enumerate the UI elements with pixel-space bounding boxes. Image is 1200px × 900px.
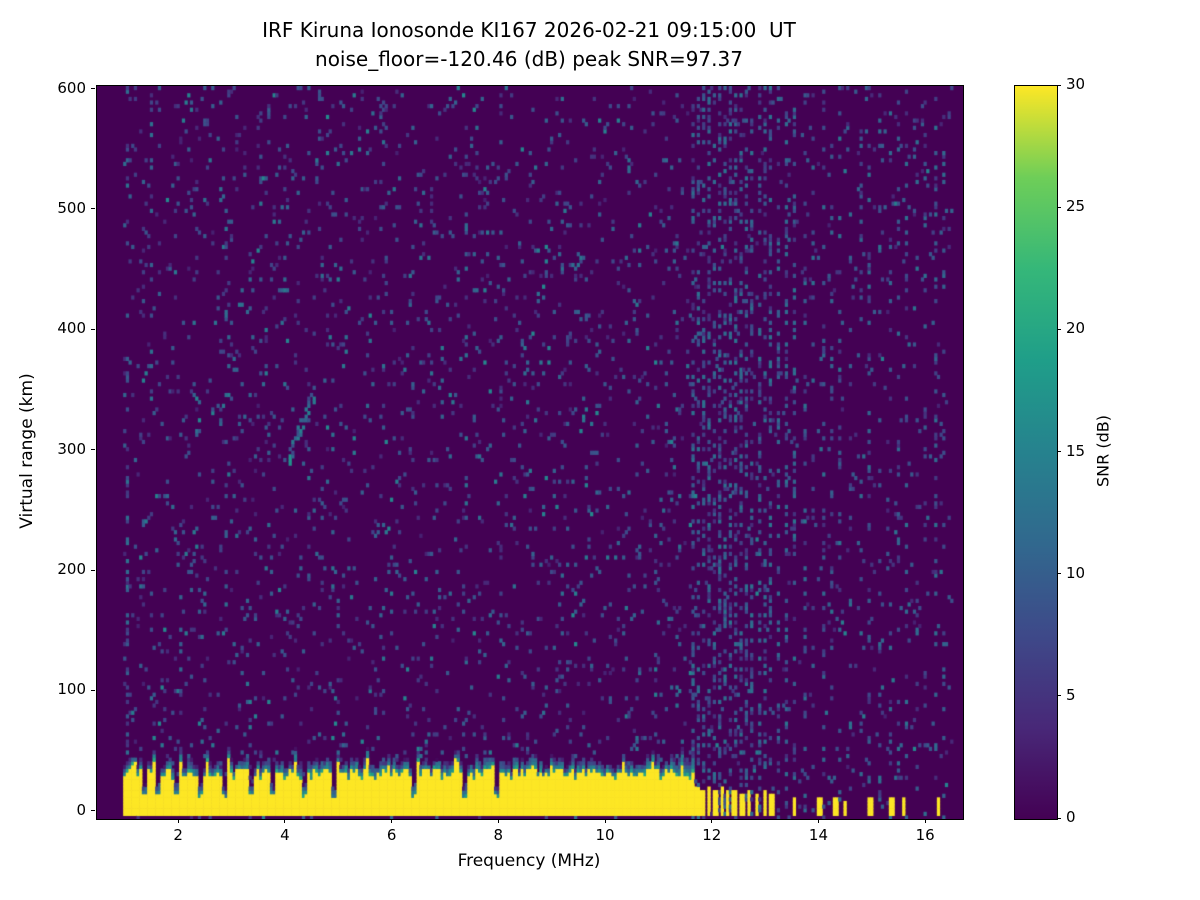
colorbar-label: SNR (dB) — [1093, 415, 1113, 487]
y-tick-label: 300 — [57, 439, 86, 458]
y-tick-label: 500 — [57, 198, 86, 217]
y-tick-mark — [91, 208, 95, 210]
y-axis-label: Virtual range (km) — [17, 373, 37, 529]
x-tick-label: 14 — [808, 826, 828, 844]
chart-title: IRF Kiruna Ionosonde KI167 2026-02-21 09… — [262, 18, 796, 42]
y-tick-mark — [91, 88, 95, 90]
x-tick-label: 10 — [595, 826, 615, 844]
y-tick-label: 400 — [57, 319, 86, 338]
x-tick-label: 4 — [280, 826, 290, 844]
y-tick-mark — [91, 449, 95, 451]
y-tick-label: 0 — [76, 800, 86, 819]
colorbar-tick-label: 15 — [1066, 441, 1086, 460]
x-tick-label: 8 — [493, 826, 504, 844]
colorbar-tick-mark — [1057, 206, 1061, 208]
colorbar-tick-label: 0 — [1066, 808, 1076, 826]
ionogram-heatmap — [97, 86, 963, 819]
colorbar-tick-label: 30 — [1066, 75, 1086, 93]
x-tick-mark — [497, 819, 499, 823]
y-tick-mark — [91, 810, 95, 812]
x-tick-mark — [924, 819, 926, 823]
y-tick-mark — [91, 689, 95, 691]
colorbar — [1014, 85, 1058, 820]
x-tick-mark — [711, 819, 713, 823]
colorbar-tick-mark — [1057, 817, 1061, 819]
y-tick-label: 600 — [57, 78, 86, 97]
y-tick-label: 100 — [57, 680, 86, 699]
y-tick-mark — [91, 569, 95, 571]
y-tick-label: 200 — [57, 560, 86, 579]
x-tick-mark — [177, 819, 179, 823]
x-tick-label: 6 — [386, 826, 397, 844]
colorbar-tick-label: 5 — [1066, 685, 1076, 704]
x-tick-label: 12 — [702, 826, 722, 844]
chart-subtitle: noise_floor=-120.46 (dB) peak SNR=97.37 — [315, 47, 743, 71]
x-tick-label: 16 — [915, 826, 935, 844]
x-tick-label: 2 — [173, 826, 183, 844]
x-tick-mark — [284, 819, 286, 823]
x-tick-mark — [391, 819, 393, 823]
x-tick-mark — [604, 819, 606, 823]
x-axis-label: Frequency (MHz) — [457, 851, 601, 871]
colorbar-tick-label: 25 — [1066, 197, 1086, 216]
colorbar-tick-mark — [1057, 451, 1061, 452]
colorbar-tick-mark — [1057, 573, 1061, 575]
colorbar-tick-label: 20 — [1066, 319, 1086, 338]
colorbar-tick-label: 10 — [1066, 563, 1086, 582]
colorbar-gradient — [1015, 86, 1057, 819]
y-tick-mark — [91, 328, 95, 330]
colorbar-tick-mark — [1057, 328, 1061, 330]
colorbar-tick-mark — [1057, 695, 1061, 697]
colorbar-tick-mark — [1057, 84, 1061, 86]
plot-area — [96, 85, 964, 820]
x-tick-mark — [817, 819, 819, 823]
